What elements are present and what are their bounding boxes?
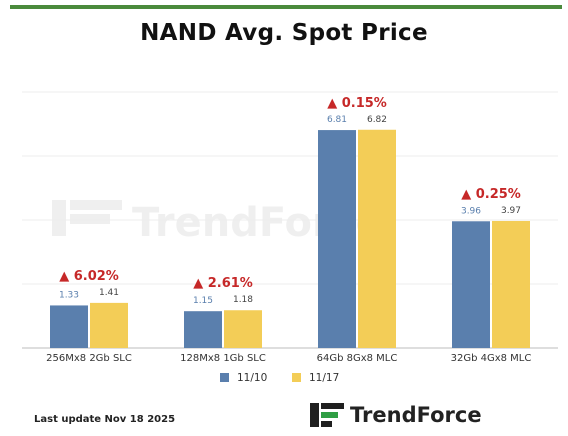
category-label: 64Gb 8Gx8 MLC	[317, 353, 398, 364]
bar	[90, 302, 128, 348]
change-label: ▲ 0.15%	[327, 96, 387, 111]
brand-logo: TrendForce	[310, 402, 482, 428]
brand-name: TrendForce	[350, 403, 482, 427]
chart-title: NAND Avg. Spot Price	[140, 20, 428, 46]
bar-value-label: 6.81	[327, 115, 347, 125]
top-rule	[10, 5, 562, 9]
bar	[452, 221, 490, 348]
change-label: ▲ 6.02%	[59, 269, 119, 284]
change-label: ▲ 2.61%	[193, 276, 253, 291]
legend-label: 11/17	[309, 372, 339, 384]
bar	[50, 305, 88, 348]
legend-swatch	[220, 373, 229, 382]
change-label: ▲ 0.25%	[461, 187, 521, 202]
bar-value-label: 3.96	[461, 206, 481, 216]
bar-value-label: 1.18	[233, 295, 253, 305]
category-label: 128Mx8 1Gb SLC	[180, 353, 266, 364]
bar	[224, 310, 262, 348]
category-label: 256Mx8 2Gb SLC	[46, 353, 132, 364]
last-update-text: Last update Nov 18 2025	[34, 414, 176, 425]
bar-value-label: 6.82	[367, 115, 387, 125]
bar	[492, 220, 530, 348]
bar-value-label: 1.33	[59, 290, 79, 300]
bar	[184, 311, 222, 348]
bar	[318, 130, 356, 348]
legend-label: 11/10	[237, 372, 267, 384]
bar-value-label: 1.15	[193, 296, 213, 306]
bar-value-label: 1.41	[99, 288, 119, 298]
bar-value-label: 3.97	[501, 206, 521, 216]
bar	[358, 129, 396, 348]
trendforce-logo-icon	[310, 403, 344, 427]
legend-swatch	[292, 373, 301, 382]
category-label: 32Gb 4Gx8 MLC	[451, 353, 532, 364]
